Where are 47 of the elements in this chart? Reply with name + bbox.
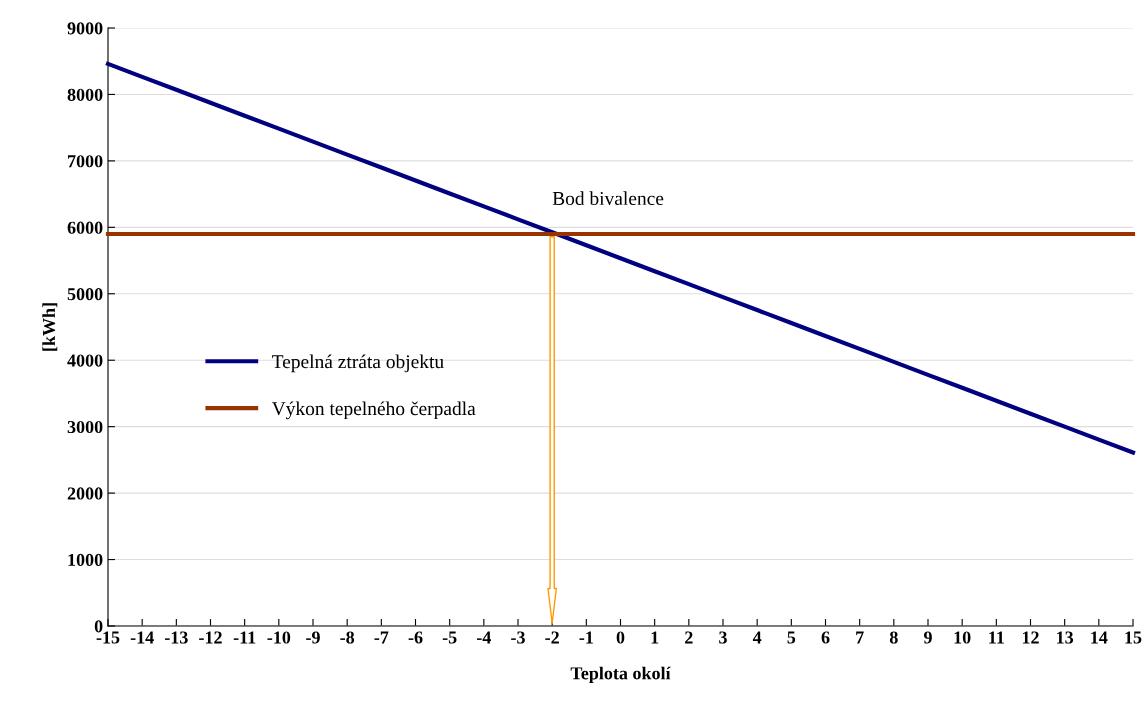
- x-tick-label: 10: [954, 631, 971, 644]
- x-tick-label: -12: [199, 631, 222, 644]
- x-tick-label: 7: [856, 631, 864, 644]
- y-tick-label: 8000: [67, 88, 103, 101]
- y-tick-label: 7000: [68, 155, 103, 168]
- y-tick-label: 9000: [67, 22, 103, 35]
- x-tick-label: -9: [306, 631, 320, 644]
- y-tick-label: 3000: [67, 420, 103, 434]
- y-tick-label: 6000: [67, 221, 103, 234]
- line-series: [105, 61, 1136, 455]
- legend-label: Tepelná ztráta objektu: [272, 354, 444, 373]
- x-tick-label: 13: [1057, 631, 1074, 644]
- y-tick-label: 0: [94, 620, 103, 633]
- x-tick-label: 4: [752, 631, 762, 644]
- x-tick-label: 14: [1091, 631, 1108, 644]
- x-tick-label: -5: [442, 631, 457, 644]
- x-tick-label: 15: [1125, 631, 1142, 644]
- legend-label: Výkon tepelného čerpadla: [271, 401, 476, 420]
- y-tick-label: 1000: [68, 553, 103, 566]
- x-tick-label: -6: [408, 631, 423, 644]
- x-tick-label: 1: [651, 631, 659, 644]
- x-tick-label: -8: [340, 631, 355, 644]
- x-tick-label: 6: [821, 631, 830, 644]
- x-tick-label: -1: [579, 631, 593, 644]
- x-tick-label: 2: [685, 631, 693, 644]
- x-tick-label: -11: [233, 631, 256, 644]
- x-tick-label: 8: [889, 631, 898, 644]
- x-tick-label: -15: [96, 631, 120, 644]
- x-axis-title: Teplota okolí: [570, 666, 671, 684]
- y-tick-label: 5000: [67, 288, 103, 301]
- x-tick-label: 5: [787, 631, 796, 644]
- x-tick-label: 0: [616, 631, 625, 644]
- annotation: Bod bivalence: [552, 191, 664, 206]
- y-axis-title: [kWh]: [42, 303, 58, 351]
- x-tick-label: -2: [545, 631, 559, 644]
- y-tick-label: 4000: [67, 354, 103, 367]
- x-tick-label: -14: [130, 631, 154, 644]
- x-tick-label: -7: [374, 631, 389, 644]
- x-tick-label: -13: [164, 631, 188, 644]
- x-tick-label: -3: [511, 631, 525, 644]
- x-tick-label: 11: [989, 631, 1004, 644]
- y-tick-label: 2000: [67, 487, 103, 500]
- x-tick-label: -4: [476, 631, 492, 644]
- x-tick-label: 3: [719, 631, 727, 644]
- x-tick-label: 12: [1022, 631, 1039, 644]
- x-tick-label: -10: [267, 631, 291, 644]
- x-tick-label: 9: [923, 631, 932, 644]
